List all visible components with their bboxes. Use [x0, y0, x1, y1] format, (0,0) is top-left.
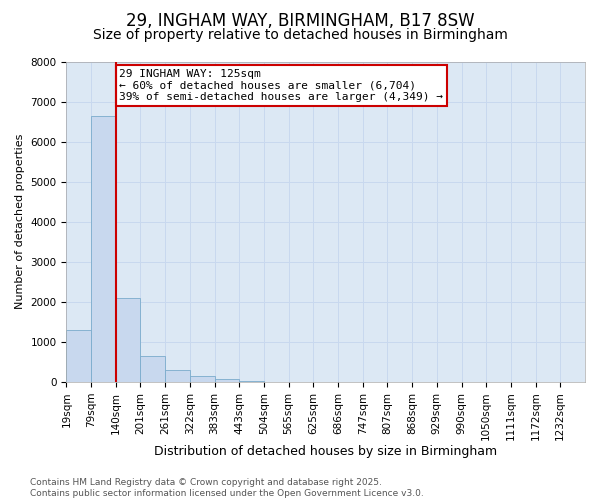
- Y-axis label: Number of detached properties: Number of detached properties: [15, 134, 25, 310]
- Bar: [190, 376, 215, 382]
- Bar: [140, 356, 165, 382]
- Bar: [165, 370, 190, 382]
- Bar: [215, 380, 239, 382]
- Text: 29 INGHAM WAY: 125sqm
← 60% of detached houses are smaller (6,704)
39% of semi-d: 29 INGHAM WAY: 125sqm ← 60% of detached …: [119, 68, 443, 102]
- Bar: [67, 330, 91, 382]
- Text: Size of property relative to detached houses in Birmingham: Size of property relative to detached ho…: [92, 28, 508, 42]
- Text: Contains HM Land Registry data © Crown copyright and database right 2025.
Contai: Contains HM Land Registry data © Crown c…: [30, 478, 424, 498]
- Bar: [91, 116, 116, 382]
- Text: 29, INGHAM WAY, BIRMINGHAM, B17 8SW: 29, INGHAM WAY, BIRMINGHAM, B17 8SW: [125, 12, 475, 30]
- X-axis label: Distribution of detached houses by size in Birmingham: Distribution of detached houses by size …: [154, 444, 497, 458]
- Bar: [116, 298, 140, 382]
